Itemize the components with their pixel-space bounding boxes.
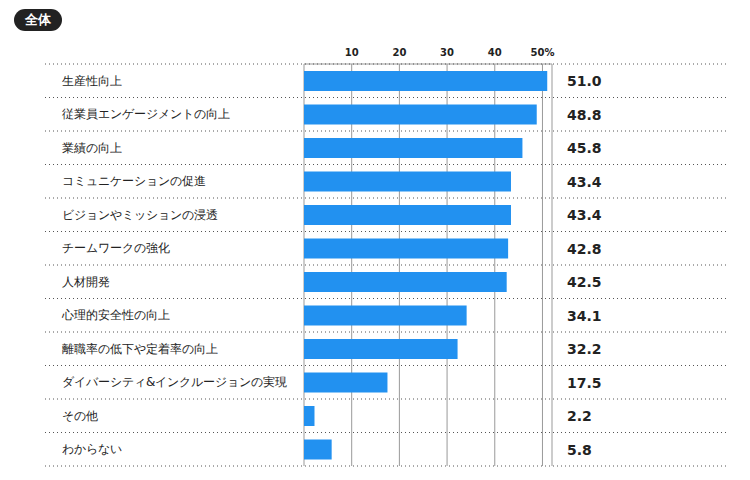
svg-text:10: 10: [345, 47, 359, 58]
svg-text:51.0: 51.0: [567, 73, 602, 89]
svg-text:ダイバーシティ&インクルージョンの実現: ダイバーシティ&インクルージョンの実現: [62, 375, 287, 389]
html-text:全体: 全体: [25, 12, 51, 27]
svg-text:離職率の低下や定着率の向上: 離職率の低下や定着率の向上: [62, 342, 218, 356]
svg-text:17.5: 17.5: [567, 375, 602, 391]
svg-text:コミュニケーションの促進: コミュニケーションの促進: [62, 174, 206, 188]
svg-text:48.8: 48.8: [567, 107, 602, 123]
svg-text:業績の向上: 業績の向上: [62, 141, 122, 155]
svg-text:32.2: 32.2: [567, 341, 602, 357]
svg-text:5.8: 5.8: [567, 442, 592, 458]
svg-text:その他: その他: [62, 409, 98, 423]
svg-text:わからない: わからない: [62, 442, 122, 456]
svg-text:心理的安全性の向上: 心理的安全性の向上: [61, 308, 170, 322]
svg-text:人材開発: 人材開発: [62, 275, 110, 289]
svg-text:30: 30: [440, 47, 454, 58]
svg-text:20: 20: [392, 47, 406, 58]
svg-text:34.1: 34.1: [567, 308, 602, 324]
svg-text:チームワークの強化: チームワークの強化: [62, 241, 170, 255]
svg-text:生産性向上: 生産性向上: [62, 74, 122, 88]
svg-text:40: 40: [488, 47, 502, 58]
svg-text:50%: 50%: [530, 47, 554, 58]
svg-text:43.4: 43.4: [567, 207, 602, 223]
svg-text:43.4: 43.4: [567, 174, 602, 190]
svg-text:従業員エンゲージメントの向上: 従業員エンゲージメントの向上: [62, 107, 230, 121]
svg-text:42.8: 42.8: [567, 241, 602, 257]
svg-text:2.2: 2.2: [567, 408, 592, 424]
svg-text:42.5: 42.5: [567, 274, 602, 290]
svg-text:ビジョンやミッションの浸透: ビジョンやミッションの浸透: [62, 208, 218, 222]
svg-text:45.8: 45.8: [567, 140, 602, 156]
